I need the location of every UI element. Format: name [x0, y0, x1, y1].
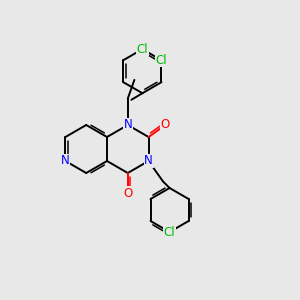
Text: O: O	[123, 187, 132, 200]
Text: N: N	[144, 154, 153, 167]
Text: Cl: Cl	[136, 43, 148, 56]
Text: O: O	[161, 118, 170, 131]
Text: Cl: Cl	[156, 54, 167, 67]
Text: N: N	[61, 154, 70, 167]
Text: N: N	[123, 118, 132, 131]
Text: Cl: Cl	[164, 226, 176, 238]
